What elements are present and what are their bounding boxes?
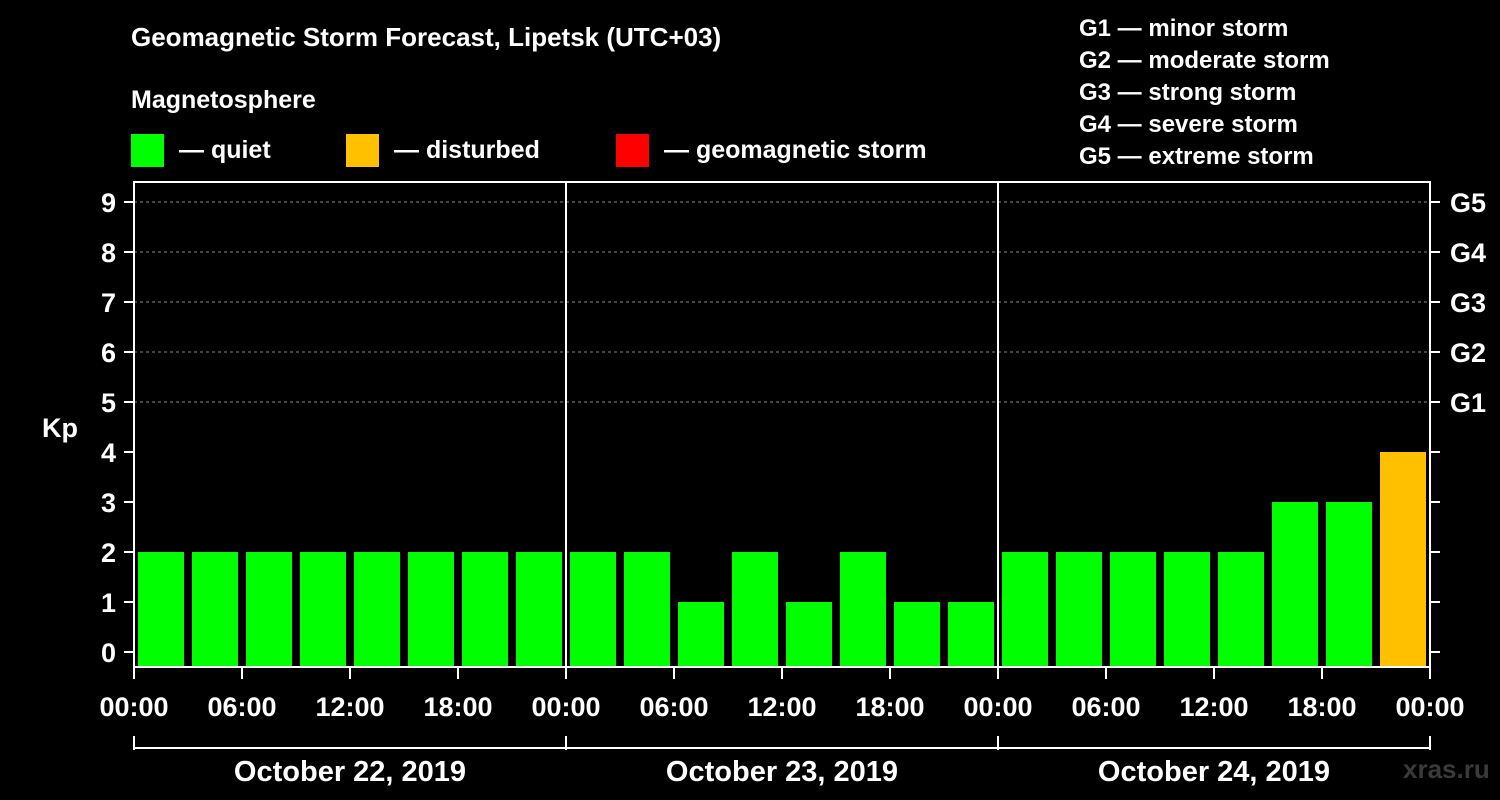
bar-20 [1218,552,1264,667]
bar-2 [246,552,292,667]
g-level-label-G2: G2 [1450,338,1486,368]
legend-item-quiet: — quiet [131,133,271,167]
g-scale-item-g3: G3 — strong storm [1079,79,1297,106]
g-scale-item-g1: G1 — minor storm [1079,15,1289,42]
bar-15 [948,602,994,667]
x-tick-label-4: 00:00 [531,692,600,722]
bar-16 [1002,552,1048,667]
y-tick-label-0: 0 [101,638,116,668]
bar-0 [138,552,184,667]
x-tick-label-2: 12:00 [315,692,384,722]
y-tick-label-8: 8 [101,238,116,268]
g-scale-list: G1 — minor storm G2 — moderate storm G3 … [1079,13,1330,173]
bar-14 [894,602,940,667]
bar-5 [408,552,454,667]
x-tick-label-6: 12:00 [747,692,816,722]
bar-23 [1380,452,1426,667]
g-scale-item-g2: G2 — moderate storm [1079,47,1330,74]
x-tick-label-1: 06:00 [207,692,276,722]
bar-18 [1110,552,1156,667]
bar-7 [516,552,562,667]
g-level-label-G5: G5 [1450,188,1486,218]
x-tick-label-5: 06:00 [639,692,708,722]
y-tick-label-7: 7 [101,288,116,318]
bar-8 [570,552,616,667]
x-tick-label-7: 18:00 [855,692,924,722]
bar-9 [624,552,670,667]
legend-swatch-quiet [131,133,164,167]
x-tick-label-8: 00:00 [963,692,1032,722]
legend-label-disturbed: — disturbed [394,135,540,164]
bar-21 [1272,502,1318,667]
legend-item-disturbed: — disturbed [346,133,540,167]
y-tick-label-1: 1 [101,588,116,618]
g-level-label-G4: G4 [1450,238,1486,268]
bar-13 [840,552,886,667]
y-axis-label: Kp [42,413,78,443]
bar-10 [678,602,724,667]
g-scale-item-g5: G5 — extreme storm [1079,143,1314,170]
x-tick-label-11: 18:00 [1287,692,1356,722]
y-tick-label-6: 6 [101,338,116,368]
y-tick-label-5: 5 [101,388,116,418]
bar-12 [786,602,832,667]
g-level-label-G3: G3 [1450,288,1486,318]
chart-title: Geomagnetic Storm Forecast, Lipetsk (UTC… [131,22,722,52]
bar-1 [192,552,238,667]
bar-22 [1326,502,1372,667]
bar-11 [732,552,778,667]
bar-19 [1164,552,1210,667]
legend-swatch-disturbed [346,133,379,167]
bar-3 [300,552,346,667]
day-label-2: October 24, 2019 [1098,756,1330,788]
x-tick-label-0: 00:00 [99,692,168,722]
legend-label-quiet: — quiet [179,135,271,164]
y-tick-label-9: 9 [101,188,116,218]
legend-swatch-storm [616,133,649,167]
y-tick-label-2: 2 [101,538,116,568]
watermark: xras.ru [1403,754,1490,784]
legend-subtitle: Magnetosphere [131,86,316,114]
bar-4 [354,552,400,667]
g-level-label-G1: G1 [1450,388,1486,418]
x-tick-label-10: 12:00 [1179,692,1248,722]
legend-label-storm: — geomagnetic storm [664,135,927,164]
y-tick-label-3: 3 [101,488,116,518]
bar-6 [462,552,508,667]
day-label-0: October 22, 2019 [234,756,466,788]
x-tick-label-9: 06:00 [1071,692,1140,722]
y-tick-label-4: 4 [101,438,116,468]
x-tick-label-3: 18:00 [423,692,492,722]
x-tick-label-12: 00:00 [1395,692,1464,722]
legend-item-storm: — geomagnetic storm [616,133,927,167]
day-label-1: October 23, 2019 [666,756,898,788]
g-scale-item-g4: G4 — severe storm [1079,111,1298,138]
bar-17 [1056,552,1102,667]
